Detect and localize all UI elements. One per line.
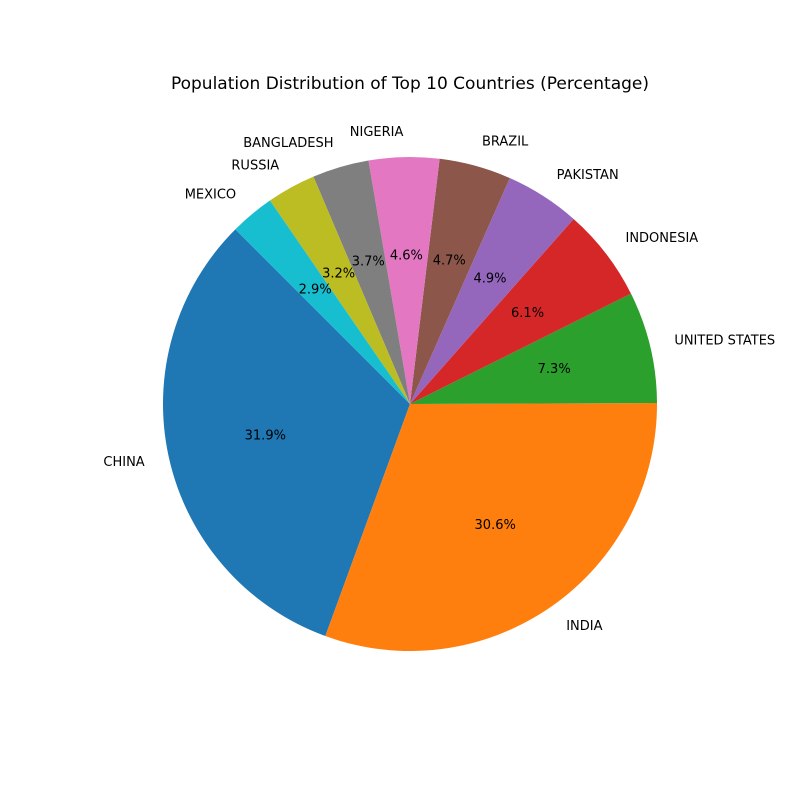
pie-slice-mexico (235, 200, 410, 404)
pie-slice-nigeria (368, 157, 440, 404)
pct-label-bangladesh: 3.7% (352, 254, 385, 269)
pct-label-mexico: 2.9% (299, 283, 332, 298)
pct-label-nigeria: 4.6% (390, 248, 423, 263)
pie-slice-brazil (410, 158, 510, 404)
slice-label-brazil: BRAZIL (482, 135, 529, 150)
pie-slice-united-states (410, 293, 657, 404)
pie-labels: CHINA 31.9% INDIA 30.6% UNITED STATES 7.3% IND… (103, 125, 775, 634)
pie-slice-china (162, 229, 410, 637)
slice-label-pakistan: PAKISTAN (557, 168, 619, 183)
slice-label-mexico: MEXICO (185, 188, 236, 203)
slice-label-indonesia: INDONESIA (625, 231, 698, 246)
pie-slice-indonesia (410, 218, 631, 404)
pct-label-indonesia: 6.1% (511, 306, 544, 321)
slice-label-china: CHINA (103, 455, 144, 470)
pie-slice-russia (269, 176, 410, 404)
slice-label-india: INDIA (566, 619, 602, 634)
slice-label-bangladesh: BANGLADESH (243, 136, 333, 151)
slice-label-russia: RUSSIA (231, 158, 279, 173)
chart-title: Population Distribution of Top 10 Countr… (171, 74, 649, 94)
slice-label-nigeria: NIGERIA (350, 125, 404, 140)
pct-label-united-states: 7.3% (538, 362, 571, 377)
pie-slice-pakistan (410, 178, 574, 404)
pie-slices (162, 157, 657, 651)
pct-label-china: 31.9% (245, 429, 286, 444)
pie-slice-bangladesh (313, 160, 410, 404)
pie-slice-india (325, 403, 657, 651)
pct-label-india: 30.6% (475, 518, 516, 533)
pct-label-brazil: 4.7% (433, 254, 466, 269)
pct-label-pakistan: 4.9% (473, 272, 506, 287)
pct-label-russia: 3.2% (322, 267, 355, 282)
slice-label-united-states: UNITED STATES (674, 334, 775, 349)
